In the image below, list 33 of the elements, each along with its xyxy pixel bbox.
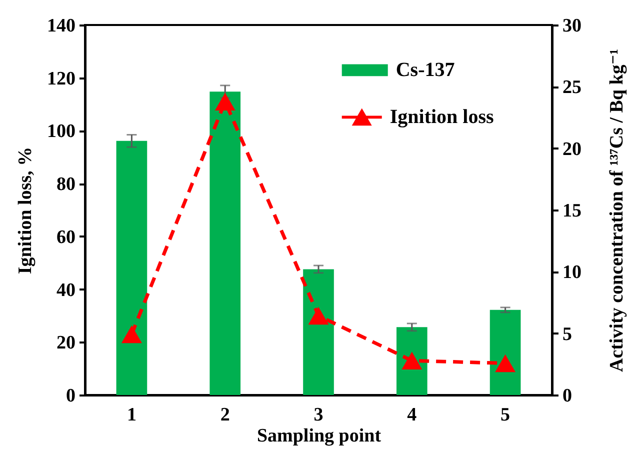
y-tick-label: 20 <box>56 332 76 354</box>
y2-tick-label: 10 <box>562 262 582 284</box>
bar <box>303 269 334 395</box>
bar <box>116 140 148 395</box>
x-tick-label: 5 <box>500 404 510 426</box>
y-tick-label: 80 <box>56 174 76 196</box>
y-tick-label: 0 <box>66 386 76 406</box>
y-tick-label: 120 <box>47 68 76 90</box>
y2-tick-label: 5 <box>562 324 572 345</box>
y2-tick-label: 25 <box>562 77 582 98</box>
point <box>121 325 142 344</box>
point <box>308 306 329 325</box>
bar <box>210 92 241 395</box>
y-tick-label: 140 <box>47 16 76 36</box>
point <box>495 354 516 372</box>
bar <box>490 310 521 395</box>
y-tick-label: 40 <box>56 280 76 301</box>
x-axis-title: Sampling point <box>256 426 382 446</box>
y2-axis-title: Activity concentration of ¹³⁷Cs / Bq kg⁻¹ <box>606 48 628 372</box>
y2-tick-label: 30 <box>562 16 582 36</box>
x-tick-label: 1 <box>126 404 136 426</box>
y-tick-label: 100 <box>47 121 76 142</box>
y2-tick-label: 15 <box>562 200 582 222</box>
legend-label: Ignition loss <box>390 106 494 128</box>
x-tick-label: 2 <box>220 404 230 426</box>
y2-tick-label: 0 <box>562 386 572 406</box>
x-tick-label: 3 <box>314 404 324 426</box>
y-axis-title: Ignition loss, % <box>15 146 36 274</box>
point <box>214 92 236 111</box>
y-tick-label: 60 <box>56 226 76 248</box>
y2-tick-label: 20 <box>562 138 582 160</box>
x-tick-label: 4 <box>407 404 418 426</box>
legend-label: Cs-137 <box>396 59 455 82</box>
